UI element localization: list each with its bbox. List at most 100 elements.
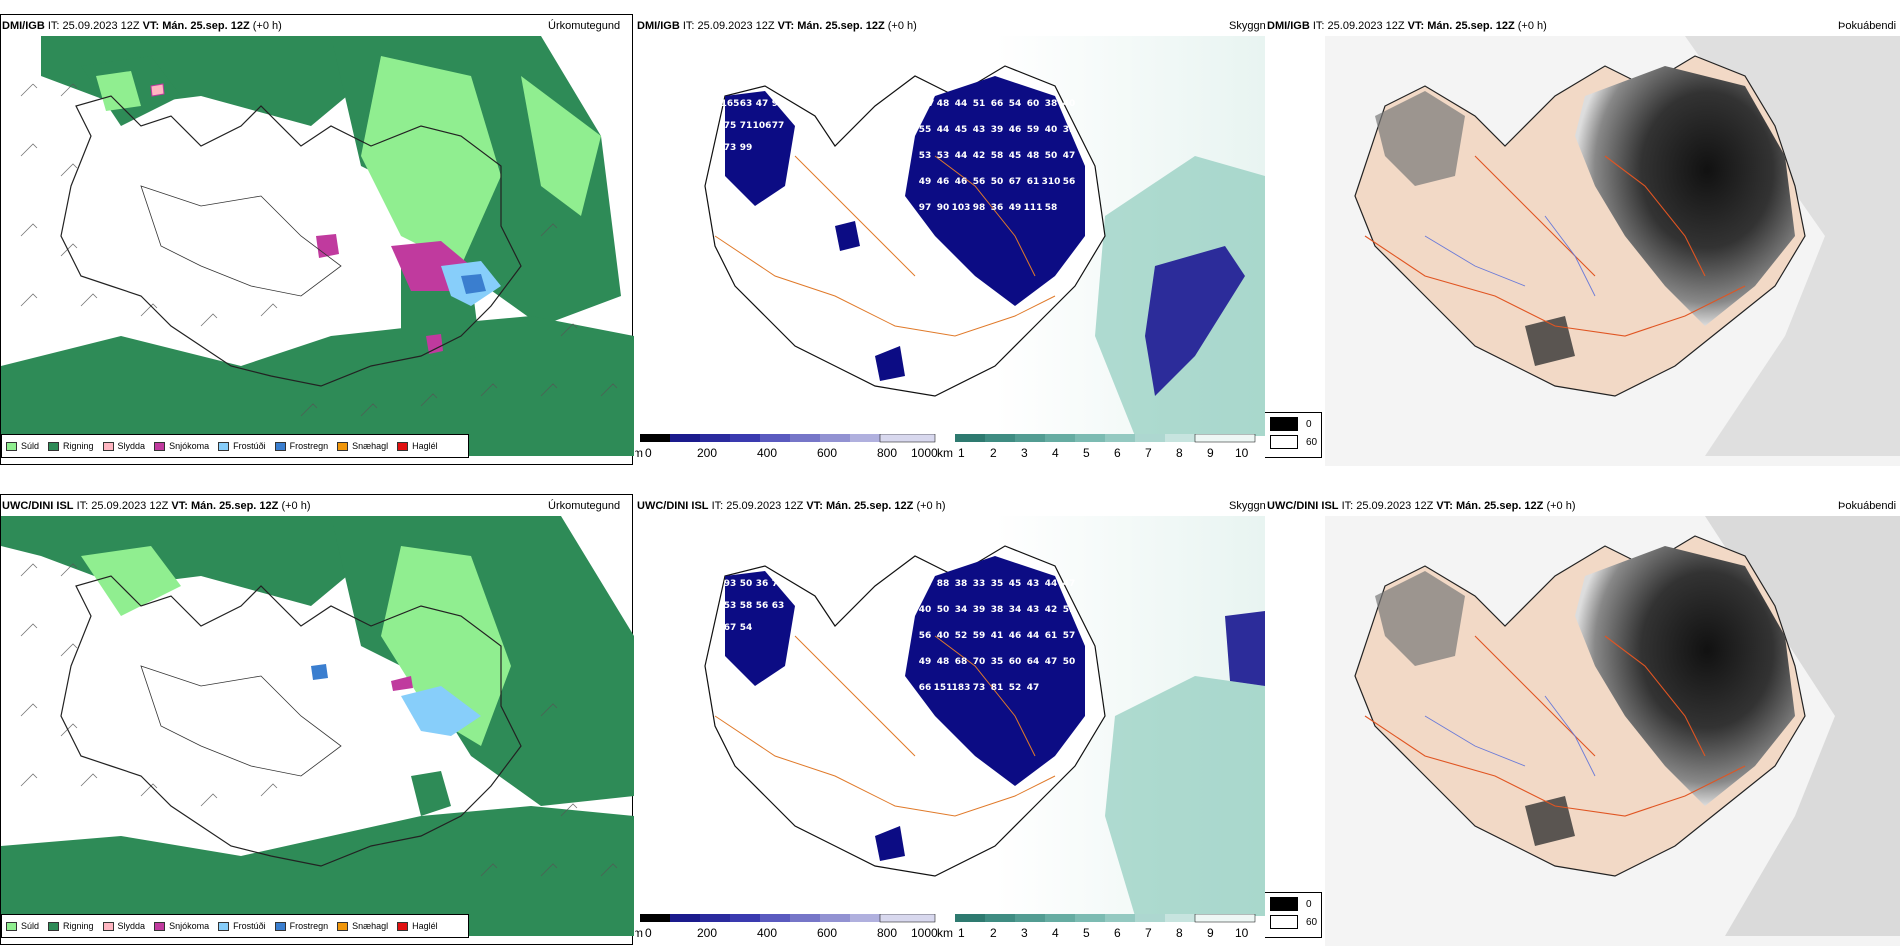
visibility-value-label: 38 [919, 579, 932, 589]
visibility-value-label: 35 [991, 657, 1004, 667]
legend-item: Rigning [48, 441, 94, 451]
visibility-value-label: 183 [952, 683, 971, 693]
visibility-tick: 5 [1083, 926, 1090, 940]
visibility-value-label: 40 [1063, 99, 1076, 109]
visibility-value-label: 60 [1027, 99, 1040, 109]
visibility-tick: 10 [1235, 446, 1249, 460]
visibility-value-label: 50 [740, 579, 753, 589]
visibility-value-label: 38 [991, 605, 1004, 615]
visibility-value-label: 33 [973, 579, 986, 589]
legend-item: Slydda [102, 441, 145, 451]
altitude-tick: 800 [877, 446, 898, 460]
visibility-value-label: 34 [955, 605, 968, 615]
precip-legend: Súld Rigning Slydda Snjókoma Frostúði Fr… [1, 434, 469, 458]
visibility-value-label: 103 [952, 203, 971, 213]
visibility-tick: 5 [1083, 446, 1090, 460]
visibility-tick: 4 [1052, 926, 1059, 940]
altitude-tick: 0 [645, 926, 652, 940]
visibility-value-label: 58 [1045, 203, 1058, 213]
altitude-tick: 800 [877, 926, 898, 940]
visibility-value-label: 75 [724, 121, 737, 131]
visibility-value-label: 40 [937, 631, 950, 641]
altitude-tick: 1000 [911, 926, 938, 940]
fog-map [1325, 516, 1900, 946]
panel-title: DMI/IGB IT: 25.09.2023 12Z VT: Mán. 25.s… [2, 20, 282, 32]
visibility-value-label: 52 [955, 631, 968, 641]
visibility-value-label: 45 [1009, 579, 1022, 589]
visibility-value-label: 53 [724, 601, 737, 611]
visibility-value-label: 48 [937, 657, 950, 667]
altitude-tick: 200 [697, 446, 718, 460]
visibility-value-label: 73 [724, 143, 737, 153]
legend-item: Snjókoma [154, 921, 209, 931]
visibility-value-label: 56 [1063, 177, 1076, 187]
visibility-value-label: 81 [991, 683, 1004, 693]
visibility-value-label: 40 [1045, 125, 1058, 135]
visibility-value-label: 94 [772, 99, 785, 109]
visibility-value-label: 50 [1045, 151, 1058, 161]
visibility-value-label: 48 [937, 99, 950, 109]
visibility-tick: 4 [1052, 446, 1059, 460]
panel-type-label: Þokuábendi [1838, 20, 1897, 32]
visibility-value-label: 63 [740, 99, 753, 109]
panel-title: UWC/DINI ISL IT: 25.09.2023 12Z VT: Mán.… [637, 500, 946, 512]
visibility-colorbar [955, 914, 1256, 923]
visibility-value-label: 58 [740, 601, 753, 611]
visibility-value-label: 97 [919, 203, 932, 213]
panel-type-label: Skyggni [1229, 20, 1265, 32]
visibility-value-label: 106 [753, 121, 772, 131]
altitude-tick: 1000 [911, 446, 938, 460]
legend-item: Snæhagl [337, 921, 388, 931]
visibility-value-label: 42 [1045, 605, 1058, 615]
visibility-value-label: 46 [1009, 631, 1022, 641]
visibility-value-label: 53 [937, 151, 950, 161]
visibility-value-label: 40 [919, 605, 932, 615]
visibility-value-label: 88 [937, 579, 950, 589]
visibility-tick: 10 [1235, 926, 1249, 940]
panel-type-label: Úrkomutegund [548, 500, 621, 512]
visibility-colorbar [955, 434, 1256, 443]
visibility-value-label: 47 [1063, 151, 1076, 161]
panel-title: UWC/DINI ISL IT: 25.09.2023 12Z VT: Mán.… [2, 500, 311, 512]
visibility-value-label: 47 [1045, 657, 1058, 667]
visibility-value-label: 44 [1027, 631, 1040, 641]
visibility-value-label: 70 [973, 657, 986, 667]
visibility-tick: 2 [990, 926, 997, 940]
visibility-value-label: 60 [1009, 657, 1022, 667]
visibility-value-label: 98 [973, 203, 986, 213]
precip-panel-uwc: UWC/DINI ISL IT: 25.09.2023 12Z VT: Mán.… [0, 494, 635, 946]
visibility-value-label: 50 [991, 177, 1004, 187]
visibility-value-label: 44 [955, 99, 968, 109]
precip-panel-dmi: DMI/IGB IT: 25.09.2023 12Z VT: Mán. 25.s… [0, 14, 635, 466]
precip-legend: Súld Rigning Slydda Snjókoma Frostúði Fr… [1, 914, 469, 938]
visibility-value-label: 49 [919, 177, 932, 187]
visibility-value-label: 59 [1027, 125, 1040, 135]
visibility-value-label: 66 [991, 99, 1004, 109]
visibility-tick: 7 [1145, 446, 1152, 460]
visibility-value-label: 73 [973, 683, 986, 693]
visibility-value-label: 310 [1042, 177, 1061, 187]
visibility-value-label: 68 [955, 657, 968, 667]
altitude-colorbar [640, 914, 936, 923]
visibility-value-label: 49 [1009, 203, 1022, 213]
visibility-value-label: 43 [1027, 579, 1040, 589]
visibility-tick: 6 [1114, 446, 1121, 460]
visibility-value-label: 54 [1009, 99, 1022, 109]
altitude-tick: 200 [697, 926, 718, 940]
visibility-tick: 6 [1114, 926, 1121, 940]
visibility-value-label: 39 [991, 125, 1004, 135]
panel-title: DMI/IGB IT: 25.09.2023 12Z VT: Mán. 25.s… [637, 20, 917, 32]
legend-item: Slydda [102, 921, 145, 931]
legend-item: Haglél [397, 441, 438, 451]
visibility-tick: 8 [1176, 446, 1183, 460]
visibility-value-label: 51 [1063, 605, 1076, 615]
legend-item: Frostregn [274, 921, 328, 931]
visibility-value-label: 45 [1009, 151, 1022, 161]
visibility-tick: 9 [1207, 446, 1214, 460]
legend-item: Snæhagl [337, 441, 388, 451]
visibility-value-label: 36 [756, 579, 769, 589]
visibility-value-label: 67 [1009, 177, 1022, 187]
visibility-value-label: 46 [955, 177, 968, 187]
